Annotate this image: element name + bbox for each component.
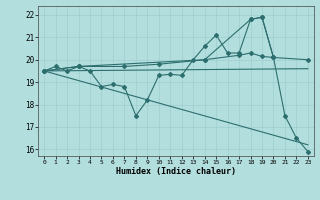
- X-axis label: Humidex (Indice chaleur): Humidex (Indice chaleur): [116, 167, 236, 176]
